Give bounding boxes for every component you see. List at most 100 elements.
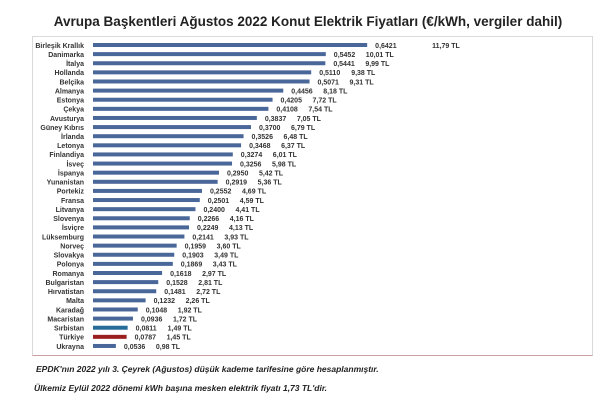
category-label: Macaristan: [47, 316, 84, 323]
value-label: 0,5110: [319, 70, 340, 77]
bar: [93, 316, 133, 321]
tl-label: 0,98 TL: [156, 344, 181, 351]
tl-label: 11,79 TL: [432, 43, 460, 50]
value-label: 0,3256: [240, 161, 262, 168]
tl-label: 5,42 TL: [259, 170, 284, 177]
value-label: 0,2249: [197, 225, 219, 232]
value-label: 0,4108: [276, 107, 298, 114]
value-label: 0,2501: [208, 198, 230, 205]
bar: [93, 88, 284, 93]
value-label: 0,3274: [241, 152, 263, 159]
category-label: Portekiz: [57, 189, 85, 196]
value-label: 0,3468: [249, 143, 271, 150]
bar: [93, 179, 218, 184]
category-label: Güney Kıbrıs: [40, 125, 84, 132]
value-label: 0,0936: [141, 316, 163, 323]
footnote-2: Ülkemiz Eylül 2022 dönemi kWh başına mes…: [34, 383, 328, 393]
category-label: Bulgaristan: [45, 280, 84, 287]
tl-label: 3,60 TL: [217, 243, 242, 250]
bar: [93, 70, 312, 75]
bar: [93, 79, 310, 84]
tl-label: 6,37 TL: [281, 143, 306, 150]
bar: [93, 152, 233, 157]
category-label: Lüksemburg: [42, 234, 84, 241]
tl-label: 7,72 TL: [313, 98, 338, 105]
category-label: İspanya: [58, 169, 84, 177]
value-label: 0,3700: [259, 125, 281, 132]
bar: [93, 243, 177, 248]
bar: [93, 52, 326, 57]
value-label: 0,0536: [124, 344, 146, 351]
category-label: Hollanda: [54, 70, 84, 77]
bar: [93, 216, 190, 221]
bar: [93, 252, 175, 257]
bar: [93, 343, 116, 348]
value-label: 0,0811: [136, 326, 157, 333]
value-label: 0,1232: [154, 298, 176, 305]
category-label: İtalya: [66, 60, 84, 68]
category-label: Estonya: [57, 98, 84, 105]
tl-label: 8,18 TL: [323, 88, 348, 95]
tl-label: 2,72 TL: [196, 289, 221, 296]
value-label: 0,2266: [198, 216, 220, 223]
value-label: 0,3837: [265, 116, 287, 123]
tl-label: 6,79 TL: [291, 125, 316, 132]
tl-label: 4,59 TL: [240, 198, 265, 205]
bar: [93, 334, 127, 339]
category-label: Slovakya: [54, 253, 84, 260]
chart-frame: [32, 36, 593, 356]
tl-label: 3,43 TL: [213, 262, 238, 269]
tl-label: 4,69 TL: [242, 189, 267, 196]
bar: [93, 143, 242, 148]
bar: [93, 207, 196, 212]
category-label: Çekya: [63, 107, 84, 114]
value-label: 0,1048: [146, 307, 168, 314]
value-label: 0,1869: [181, 262, 203, 269]
bar: [93, 325, 128, 330]
tl-label: 6,48 TL: [284, 134, 309, 141]
category-label: İsveç: [66, 160, 84, 168]
category-label: Danimarka: [48, 52, 84, 59]
bar: [93, 198, 200, 203]
category-label: Letonya: [57, 143, 84, 150]
bar: [93, 234, 185, 239]
category-label: Birleşik Krallık: [35, 43, 84, 50]
bar: [93, 161, 233, 166]
category-label: Karadağ: [56, 307, 84, 314]
bar: [93, 271, 163, 275]
category-label: Finlandiya: [49, 152, 84, 159]
bar: [93, 280, 159, 285]
category-label: Avusturya: [50, 116, 84, 123]
tl-label: 7,54 TL: [308, 107, 333, 114]
tl-label: 1,49 TL: [168, 326, 193, 333]
category-label: Fransa: [61, 198, 84, 205]
tl-label: 4,41 TL: [235, 207, 260, 214]
category-label: Norveç: [60, 243, 84, 250]
bar: [93, 97, 273, 102]
value-label: 0,2552: [210, 189, 232, 196]
bar: [93, 43, 368, 47]
category-label: İsviçre: [62, 224, 84, 232]
category-label: Slovenya: [53, 216, 84, 223]
category-label: Romanya: [52, 271, 84, 278]
value-label: 0,2950: [227, 170, 249, 177]
value-label: 0,5441: [333, 61, 355, 68]
bar: [93, 188, 202, 193]
footnote-1: EPDK'nın 2022 yılı 3. Çeyrek (Ağustos) d…: [36, 364, 379, 374]
tl-label: 4,16 TL: [230, 216, 255, 223]
category-label: İrlanda: [61, 133, 84, 141]
value-label: 0,1481: [164, 289, 186, 296]
tl-label: 3,93 TL: [224, 234, 249, 241]
tl-label: 1,45 TL: [167, 335, 192, 342]
category-label: Litvanya: [56, 207, 85, 214]
bar: [93, 225, 190, 230]
tl-label: 2,26 TL: [186, 298, 211, 305]
bar: [93, 289, 157, 294]
category-label: Almanya: [55, 88, 84, 95]
category-label: Polonya: [57, 262, 84, 269]
bar: [93, 307, 138, 312]
value-label: 0,1618: [170, 271, 192, 278]
value-label: 0,5452: [334, 52, 356, 59]
